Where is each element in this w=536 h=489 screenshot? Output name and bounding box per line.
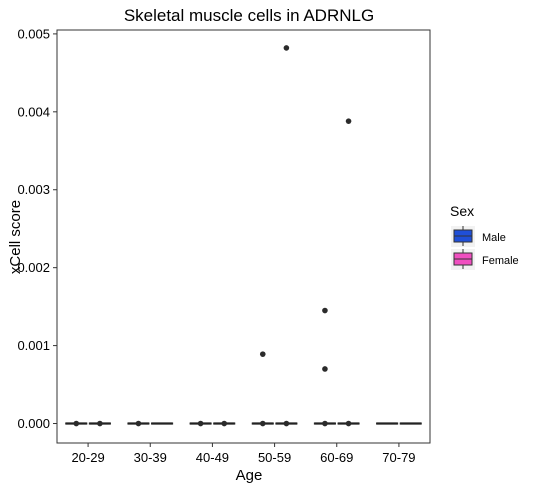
outlier-point <box>259 420 266 427</box>
box-male-40-49 <box>189 420 212 427</box>
y-tick-label: 0.005 <box>17 26 50 41</box>
legend: Sex Male Female <box>450 203 519 270</box>
y-axis-title: xCell score <box>7 200 24 274</box>
chart-title: Skeletal muscle cells in ADRNLG <box>124 6 374 25</box>
x-tick-label: 50-59 <box>258 450 291 465</box>
y-tick-label: 0.001 <box>17 338 50 353</box>
legend-key-male <box>451 226 475 247</box>
x-axis-title: Age <box>236 467 263 484</box>
y-tick-label: 0.002 <box>17 260 50 275</box>
x-tick-label: 30-39 <box>134 450 167 465</box>
box-female-70-79 <box>399 422 422 425</box>
outlier-point <box>283 45 290 51</box>
box-male-70-79 <box>376 422 399 425</box>
x-tick-label: 60-69 <box>320 450 353 465</box>
outlier-point <box>259 351 266 357</box>
outlier-point <box>97 420 103 427</box>
outlier-point <box>283 420 290 427</box>
box-female-60-69 <box>337 118 360 427</box>
y-tick-label: 0.000 <box>17 416 50 431</box>
outlier-point <box>345 118 352 124</box>
box-male-50-59 <box>251 351 274 427</box>
x-tick-label: 40-49 <box>196 450 229 465</box>
box-male-30-39 <box>127 420 150 427</box>
box-female-40-49 <box>213 420 236 427</box>
legend-label-male: Male <box>482 232 506 244</box>
box-male-20-29 <box>65 420 88 427</box>
box-female-20-29 <box>88 420 111 427</box>
outlier-point <box>73 420 80 427</box>
x-tick-label: 70-79 <box>382 450 415 465</box>
outlier-point <box>197 420 204 427</box>
box-female-50-59 <box>275 45 298 427</box>
plot-panel <box>56 29 431 444</box>
outlier-point <box>221 420 228 427</box>
box-marks <box>65 45 422 427</box>
outlier-point <box>322 420 328 427</box>
y-tick-label: 0.004 <box>17 104 50 119</box>
y-tick-label: 0.003 <box>17 182 50 197</box>
box-female-30-39 <box>150 422 174 425</box>
x-tick-label: 20-29 <box>71 450 104 465</box>
legend-title: Sex <box>450 203 474 219</box>
outlier-point <box>345 420 352 427</box>
outlier-point <box>322 307 328 314</box>
outlier-point <box>322 366 328 372</box>
y-axis: 0.000 0.001 0.002 0.003 0.004 0.005 <box>17 26 57 431</box>
box-male-60-69 <box>313 307 337 427</box>
legend-label-female: Female <box>482 255 519 267</box>
outlier-point <box>135 420 142 427</box>
x-axis: 20-29 30-39 40-49 50-59 60-69 70-79 <box>71 443 416 465</box>
legend-key-female <box>451 249 475 270</box>
